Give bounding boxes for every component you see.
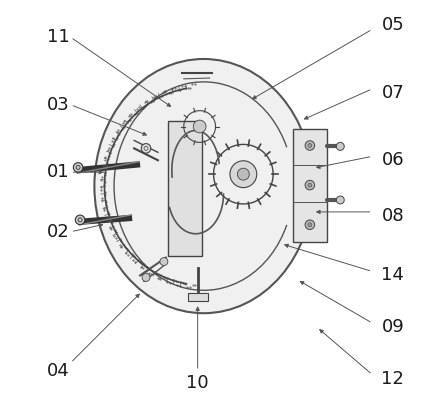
Text: 02: 02 — [47, 223, 70, 241]
Text: 01: 01 — [47, 163, 70, 181]
Text: 07: 07 — [381, 84, 404, 102]
Circle shape — [305, 220, 315, 230]
Circle shape — [305, 180, 315, 190]
Text: 14: 14 — [381, 266, 404, 284]
Circle shape — [305, 141, 315, 150]
Circle shape — [308, 223, 312, 227]
Text: 08: 08 — [381, 207, 404, 225]
Text: 06: 06 — [381, 151, 404, 169]
Circle shape — [75, 215, 85, 225]
Ellipse shape — [94, 59, 313, 313]
Circle shape — [237, 168, 249, 180]
Text: 04: 04 — [47, 362, 70, 380]
Circle shape — [74, 163, 83, 172]
Circle shape — [142, 274, 150, 282]
Bar — [293, 128, 327, 242]
Text: 12: 12 — [381, 370, 404, 388]
Bar — [188, 293, 208, 301]
Circle shape — [160, 258, 168, 266]
Text: 10: 10 — [187, 374, 209, 392]
Text: 03: 03 — [47, 96, 70, 114]
Circle shape — [230, 161, 257, 188]
Circle shape — [336, 196, 344, 204]
Circle shape — [336, 142, 344, 150]
Circle shape — [141, 144, 151, 153]
Circle shape — [308, 144, 312, 148]
Text: 05: 05 — [381, 16, 404, 34]
Text: 09: 09 — [381, 318, 404, 336]
Circle shape — [308, 183, 312, 187]
Text: 11: 11 — [47, 28, 70, 46]
Circle shape — [193, 120, 206, 133]
Bar — [168, 120, 202, 256]
